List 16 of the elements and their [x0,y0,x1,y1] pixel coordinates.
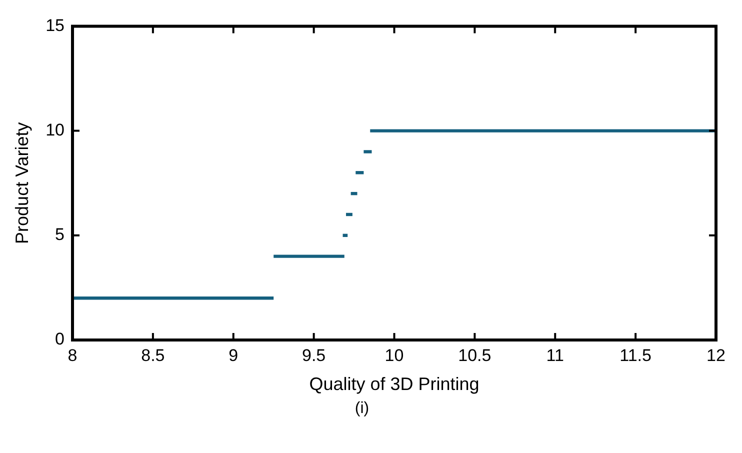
x-axis-title: Quality of 3D Printing [309,374,480,394]
x-tick-label: 11 [546,346,564,365]
x-tick-label: 10.5 [458,346,492,365]
x-tick-label: 11.5 [620,346,652,365]
y-tick-label: 0 [55,330,65,349]
y-tick-label: 5 [55,225,65,244]
x-tick-label: 9 [228,346,238,365]
text: (i) [354,400,370,418]
x-tick-label: 8.5 [141,346,165,365]
y-axis-title: Product Variety [12,122,32,244]
y-tick-label: 15 [46,16,65,35]
y-tick-label: 10 [46,120,65,140]
x-tick-label: 8 [68,346,78,365]
x-tick-label: 10 [384,346,404,365]
x-tick-label: 12 [706,346,726,365]
x-tick-label: 9.5 [302,346,326,365]
